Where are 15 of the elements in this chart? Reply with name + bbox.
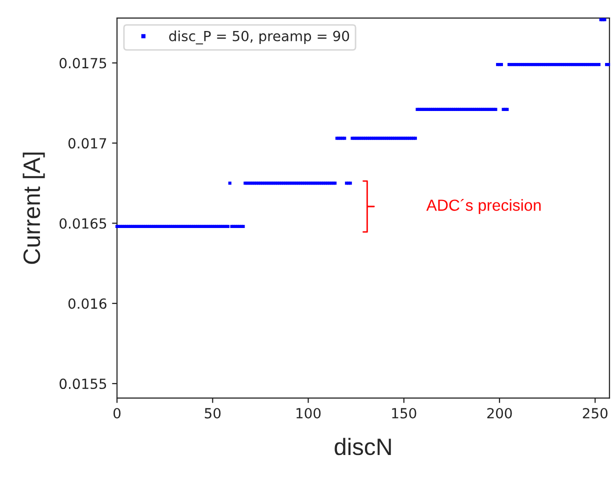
x-tick-label: 100 <box>296 408 321 418</box>
x-axis-title: discN <box>334 438 391 456</box>
y-tick-label: 0.0165 <box>60 218 106 229</box>
x-tick-label: 0 <box>114 408 121 418</box>
legend-label: disc_P = 50, preamp = 90 <box>169 30 350 44</box>
x-tick-label: 250 <box>582 408 608 418</box>
y-tick-label: 0.017 <box>68 138 106 149</box>
y-tick-label: 0.0155 <box>60 378 106 390</box>
x-tick-label: 200 <box>487 408 512 418</box>
x-tick-label: 50 <box>204 408 221 418</box>
y-axis-title: Current [A] <box>22 152 45 264</box>
annotation: ADC´s precision <box>426 198 541 214</box>
y-tick-label: 0.0175 <box>60 58 106 68</box>
y-tick-label: 0.016 <box>68 298 106 309</box>
x-tick-label: 150 <box>392 408 416 418</box>
